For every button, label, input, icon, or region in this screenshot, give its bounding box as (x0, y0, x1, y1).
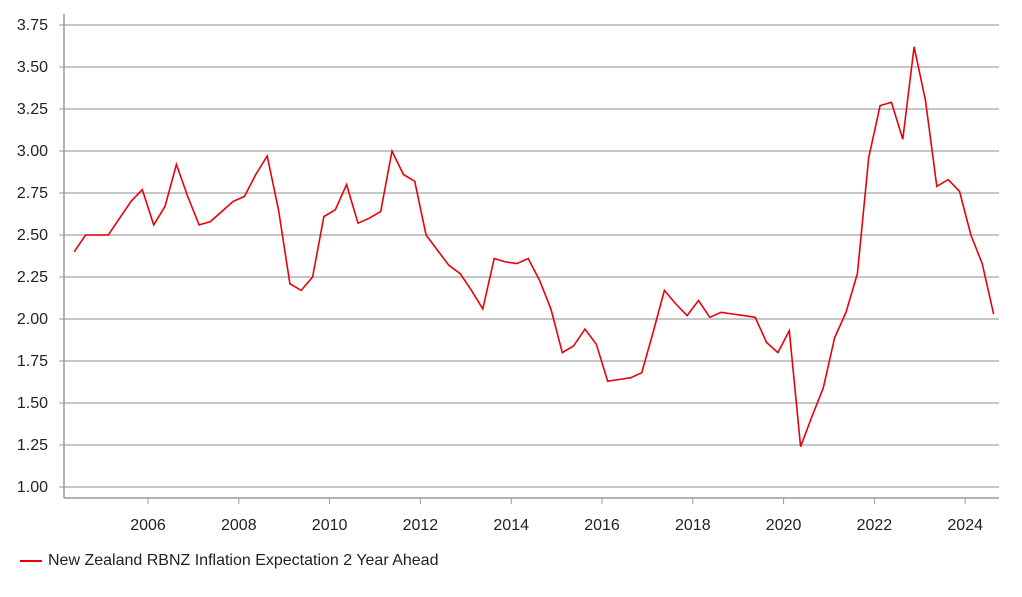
y-tick-label: 1.75 (17, 353, 48, 370)
y-tick-label: 1.25 (17, 437, 48, 454)
x-tick-label: 2016 (584, 517, 620, 534)
y-tick-label: 1.00 (17, 479, 48, 496)
x-tick-label: 2018 (675, 517, 711, 534)
y-tick-label: 3.25 (17, 101, 48, 118)
x-tick-label: 2022 (857, 517, 893, 534)
y-tick-label: 2.00 (17, 311, 48, 328)
x-tick-label: 2020 (766, 517, 802, 534)
x-tick-label: 2010 (312, 517, 348, 534)
x-tick-label: 2014 (493, 517, 529, 534)
series-group (73, 46, 995, 447)
x-axis-ticks: 2006 2008 2010 2012 2014 2016 2018 2020 2022 2024 (130, 498, 983, 534)
x-tick-label: 2012 (403, 517, 439, 534)
x-tick-label: 2008 (221, 517, 257, 534)
y-axis-ticks: 1.00 1.25 1.50 1.75 2.00 2.25 2.50 2.75 3.00 3.25… (17, 17, 64, 496)
y-tick-label: 3.75 (17, 17, 48, 34)
legend: New Zealand RBNZ Inflation Expectation 2… (20, 552, 438, 570)
x-tick-label: 2024 (947, 517, 983, 534)
gridlines (64, 24, 999, 488)
legend-swatch (20, 560, 42, 562)
line-chart: 1.00 1.25 1.50 1.75 2.00 2.25 2.50 2.75 3.00 3.25… (17, 14, 999, 534)
series-line (73, 46, 995, 447)
x-tick-label: 2006 (130, 517, 166, 534)
y-tick-label: 2.50 (17, 227, 48, 244)
legend-label: New Zealand RBNZ Inflation Expectation 2… (48, 552, 439, 569)
y-tick-label: 3.50 (17, 59, 48, 76)
y-tick-label: 2.25 (17, 269, 48, 286)
y-tick-label: 1.50 (17, 395, 48, 412)
y-tick-label: 2.75 (17, 185, 48, 202)
y-tick-label: 3.00 (17, 143, 48, 160)
